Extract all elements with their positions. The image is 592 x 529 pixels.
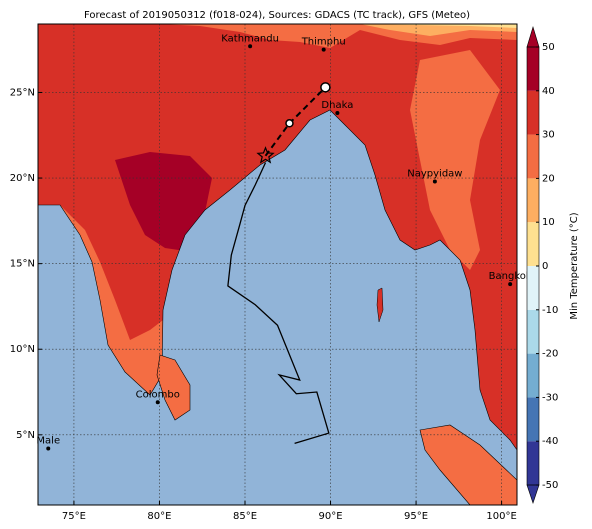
- ocean: [38, 109, 517, 505]
- graticule: 75°E 80°E 85°E 90°E 95°E 100°E 5°N 10°N 15°N 20°N…: [10, 24, 517, 522]
- colorbar-tick-label: 30: [542, 130, 555, 141]
- coast: [60, 205, 163, 395]
- city-dot: [321, 47, 326, 52]
- colorbar-segment: [527, 47, 539, 91]
- city-dot: [155, 400, 160, 405]
- colorbar-tick-label: -30: [542, 392, 558, 403]
- city-dot: [335, 111, 340, 116]
- x-tick-label: 80°E: [147, 511, 171, 522]
- city-label: Dhaka: [321, 100, 353, 111]
- colorbar-tick-label: 50: [542, 42, 555, 53]
- colorbar-tick-label: 40: [542, 86, 555, 97]
- colorbar-segment: [527, 353, 539, 398]
- sri-lanka: [156, 354, 191, 421]
- y-tick-label: 5°N: [16, 430, 35, 441]
- colorbar-extend: [526, 484, 540, 504]
- colorbar-segment: [527, 441, 539, 485]
- y-tick-label: 15°N: [10, 259, 35, 270]
- city-dot: [508, 282, 513, 287]
- tc-track: [227, 162, 330, 444]
- colorbar-label: Min Temperature (°C): [569, 212, 580, 319]
- city-label: Bangkok: [489, 271, 532, 282]
- forecast-position: [285, 119, 294, 128]
- colorbar-segment: [527, 134, 539, 179]
- colorbar-segment: [527, 397, 539, 442]
- x-tick-label: 95°E: [404, 511, 428, 522]
- x-tick-label: 90°E: [319, 511, 343, 522]
- map-area: [38, 24, 517, 505]
- sumatra: [419, 424, 517, 505]
- x-tick-label: 100°E: [486, 511, 516, 522]
- city-label: Colombo: [136, 389, 180, 400]
- colorbar-segment: [527, 90, 539, 135]
- colorbar: -50 -40 -30 -20 -10 0 10 20 30 40 50: [526, 25, 558, 504]
- andaman-islands: [376, 287, 384, 323]
- y-tick-label: 20°N: [10, 173, 35, 184]
- highland: [300, 24, 517, 36]
- highland: [360, 24, 517, 28]
- city-label: Male: [36, 436, 60, 447]
- y-tick-label: 25°N: [10, 87, 35, 98]
- city-dot: [248, 44, 253, 49]
- colorbar-tick-label: -10: [542, 305, 558, 316]
- city-label: Naypyidaw: [407, 168, 462, 179]
- city-label: Kathmandu: [221, 33, 279, 44]
- colorbar-tick-label: 0: [542, 261, 548, 272]
- colorbar-tick-label: -50: [542, 480, 558, 491]
- colorbar-tick-label: 10: [542, 217, 555, 228]
- title: Forecast of 2019050312 (f018-024), Sourc…: [84, 10, 470, 21]
- y-tick-label: 10°N: [10, 344, 35, 355]
- x-tick-label: 75°E: [62, 511, 86, 522]
- forecast-position: [320, 82, 331, 93]
- hot-region: [115, 152, 212, 252]
- colorbar-segment: [527, 222, 539, 266]
- city-dot: [46, 446, 51, 451]
- colorbar-tick-label: 20: [542, 173, 555, 184]
- city-label: Thimphu: [301, 37, 346, 48]
- storm-position: [256, 146, 275, 164]
- overlay: Kathmandu Thimphu Dhaka Naypyidaw Bangkok Col…: [36, 33, 532, 451]
- colorbar-segment: [527, 178, 539, 223]
- colorbar-tick-label: -20: [542, 349, 558, 360]
- colorbar-segment: [527, 309, 539, 354]
- colorbar-tick-label: -40: [542, 436, 558, 447]
- region: [410, 50, 500, 270]
- map-frame: [37, 23, 518, 506]
- x-tick-label: 85°E: [233, 511, 257, 522]
- colorbar-segment: [527, 266, 539, 310]
- colorbar-extend: [526, 25, 540, 48]
- city-dot: [432, 179, 437, 184]
